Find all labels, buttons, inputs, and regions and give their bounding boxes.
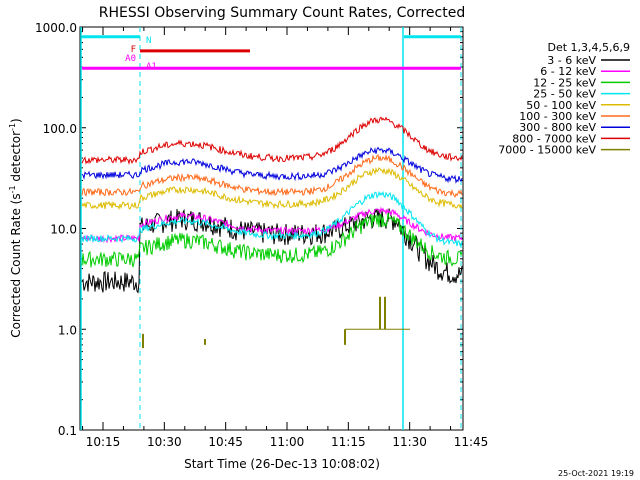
y-tick-label: 0.1 xyxy=(58,424,77,438)
x-tick-label: 11:30 xyxy=(392,435,427,449)
legend-label: 50 - 100 keV xyxy=(526,99,596,112)
x-tick-label: 10:30 xyxy=(147,435,182,449)
legend-title: Det 1,3,4,5,6,9 xyxy=(547,41,630,54)
legend-label: 3 - 6 keV xyxy=(547,54,596,67)
series-line xyxy=(81,146,463,184)
x-tick-label: 11:15 xyxy=(331,435,366,449)
x-tick-label: 10:15 xyxy=(86,435,121,449)
chart-title: RHESSI Observing Summary Count Rates, Co… xyxy=(99,5,465,21)
series-line xyxy=(81,154,463,199)
y-axis-label: Corrected Count Rate (s-1 detector-1) xyxy=(8,118,23,337)
state-bar-label: F xyxy=(131,45,136,55)
x-axis: 10:15 10:30 10:45 11:00 11:15 11:30 11:45 xyxy=(82,27,489,449)
series-line xyxy=(81,206,463,244)
series-line xyxy=(81,116,463,166)
series-line xyxy=(81,166,463,210)
series-group xyxy=(81,116,463,349)
y-tick-label: 1000.0 xyxy=(35,21,77,35)
legend-label: 800 - 7000 keV xyxy=(512,132,596,145)
state-bar-label: A0 xyxy=(125,54,136,64)
legend-label: 300 - 800 keV xyxy=(519,121,596,134)
y-tick-label: 100.0 xyxy=(43,122,77,136)
legend-label: 12 - 25 keV xyxy=(533,76,596,89)
y-tick-label: 1.0 xyxy=(58,323,77,337)
state-bar-label: A1 xyxy=(146,62,157,72)
date-stamp: 25-Oct-2021 19:19 xyxy=(558,469,634,478)
legend-label: 25 - 50 keV xyxy=(533,88,596,101)
state-bar-label: N xyxy=(146,36,151,46)
legend-label: 7000 - 15000 keV xyxy=(498,144,596,157)
series-line xyxy=(81,212,463,268)
series-line xyxy=(81,190,463,248)
x-tick-label: 11:45 xyxy=(454,435,489,449)
y-tick-label: 10.0 xyxy=(50,223,77,237)
x-tick-label: 10:45 xyxy=(208,435,243,449)
legend-label: 100 - 300 keV xyxy=(519,110,596,123)
x-tick-label: 11:00 xyxy=(270,435,305,449)
legend-label: 6 - 12 keV xyxy=(540,65,596,78)
y-axis-label-sup2: -1 xyxy=(8,123,17,131)
x-axis-label: Start Time (26-Dec-13 10:08:02) xyxy=(184,457,380,471)
